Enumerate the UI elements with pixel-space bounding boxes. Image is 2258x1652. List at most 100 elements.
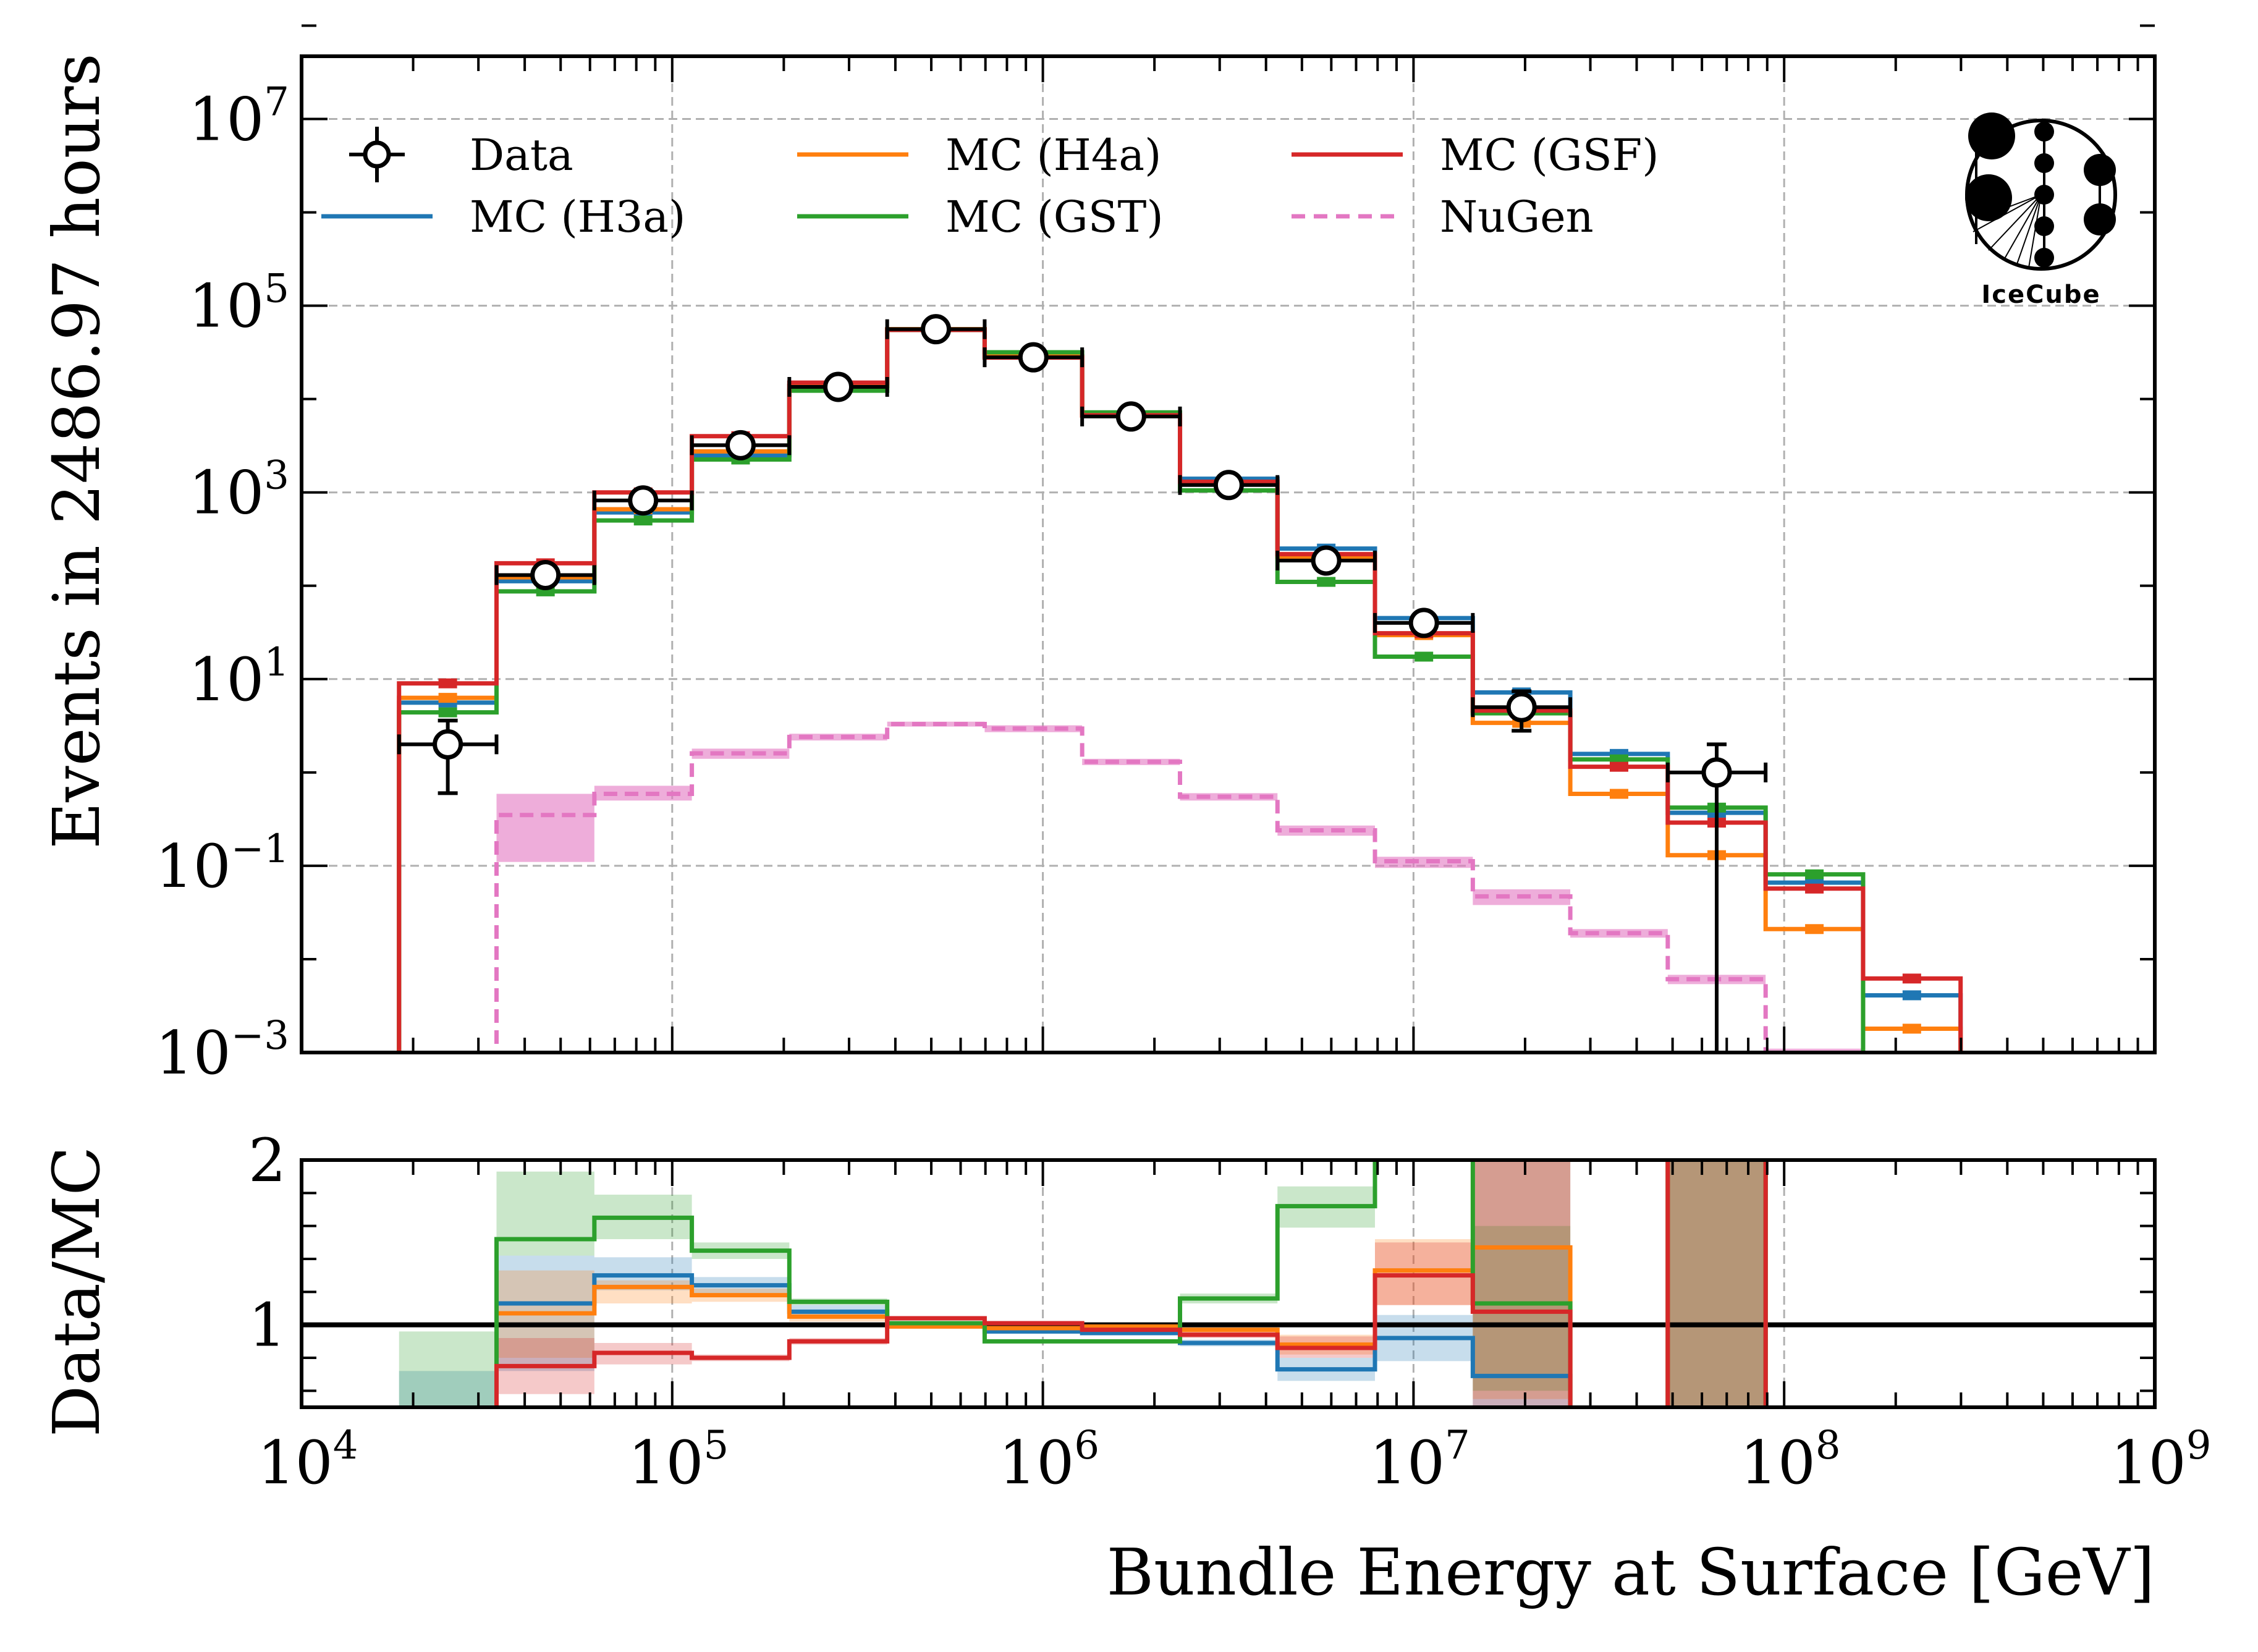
mc-errorbar <box>1805 869 1824 879</box>
mc-errorbar <box>1609 789 1628 799</box>
data-point <box>1471 689 1573 733</box>
mc-line-mcgsf <box>397 328 1963 1053</box>
data-point <box>1665 742 1768 1053</box>
data-point <box>1178 470 1280 501</box>
main-axes-frame <box>300 54 2157 1054</box>
ratio-band <box>1473 1160 1571 1407</box>
y-tick-label-base: 10 <box>188 85 264 155</box>
data-point <box>397 718 499 795</box>
y-tick-label: 10−1 <box>156 826 290 901</box>
data-marker <box>1213 470 1244 501</box>
ratio-band <box>399 1371 497 1407</box>
x-tick-label: 104 <box>258 1423 358 1497</box>
nugen-band <box>1277 825 1376 836</box>
main-plot-area <box>397 314 1963 1053</box>
mc-errorbar <box>1805 883 1824 894</box>
nugen-band <box>789 734 887 741</box>
mc-errorbar <box>1902 973 1921 984</box>
data-marker <box>725 430 756 460</box>
y-tick-label-base: 10 <box>156 1019 231 1088</box>
axes <box>300 24 2157 1409</box>
data-marker <box>433 729 463 760</box>
data-point <box>885 314 987 345</box>
icecube-logo: IceCube <box>1965 112 2117 309</box>
mc-errorbar <box>1317 577 1336 587</box>
data-marker <box>921 314 952 345</box>
y-tick-label-exp: 3 <box>264 453 289 499</box>
data-point <box>1080 401 1182 432</box>
legend-marker <box>363 140 391 169</box>
data-point <box>1373 608 1475 638</box>
legend-label: Data <box>470 130 573 180</box>
x-tick-label-exp: 6 <box>1074 1423 1099 1468</box>
nugen-band <box>496 794 594 862</box>
y-tick-label-exp: 5 <box>264 266 289 312</box>
ratio-band <box>1667 1160 1766 1407</box>
ratio-tick-label: 2 <box>248 1126 286 1195</box>
data-point <box>494 560 596 591</box>
x-tick-label-base: 10 <box>1740 1428 1816 1497</box>
data-marker <box>823 371 854 402</box>
legend-item: MC (GSF) <box>1292 130 1659 180</box>
ratio-band <box>1473 1226 1571 1391</box>
x-tick-label-exp: 8 <box>1816 1423 1841 1468</box>
ratio-axes-frame <box>300 1158 2157 1409</box>
legend-item: Data <box>349 127 573 182</box>
nugen-band <box>1765 1048 1863 1053</box>
ratio-band <box>399 1331 497 1407</box>
y-tick-label-exp: −1 <box>231 826 289 872</box>
data-marker <box>628 485 659 516</box>
ratio-band <box>1667 1160 1766 1407</box>
y-tick-label: 107 <box>188 80 289 155</box>
x-tick-label-exp: 7 <box>1445 1423 1470 1468</box>
ratio-band <box>1667 1160 1766 1407</box>
y-tick-label: 103 <box>188 453 289 528</box>
y-tick-label-exp: −3 <box>231 1013 289 1059</box>
legend-label: MC (H3a) <box>470 192 685 242</box>
y-tick-label-base: 10 <box>188 459 264 528</box>
legend-item: NuGen <box>1292 192 1594 242</box>
data-marker <box>1115 401 1146 432</box>
x-tick-label-exp: 9 <box>2186 1423 2212 1468</box>
x-tick-label-base: 10 <box>1369 1428 1445 1497</box>
legend-item: MC (H3a) <box>321 192 685 242</box>
mc-errorbar <box>438 693 457 703</box>
y-tick-label: 101 <box>188 640 289 714</box>
nugen-band <box>594 786 692 801</box>
x-tick-label-exp: 4 <box>333 1423 358 1468</box>
x-tick-label-base: 10 <box>999 1428 1074 1497</box>
legend-label: NuGen <box>1440 192 1594 242</box>
mc-errorbar <box>438 707 457 718</box>
data-point <box>787 371 889 402</box>
ratio-band <box>1667 1160 1766 1407</box>
x-tick-label-base: 10 <box>2111 1428 2186 1497</box>
data-marker <box>530 560 561 591</box>
data-point <box>690 430 792 460</box>
x-axis-label: Bundle Energy at Surface [GeV] <box>1107 1535 2155 1610</box>
y-tick-label-exp: 7 <box>264 80 289 125</box>
legend-item: MC (GST) <box>797 192 1164 242</box>
x-tick-label: 106 <box>999 1423 1099 1497</box>
nugen-band <box>984 725 1083 732</box>
y-tick-label-base: 10 <box>188 272 264 341</box>
y-tick-label: 10−3 <box>156 1013 290 1088</box>
x-tick-label: 107 <box>1369 1423 1470 1497</box>
data-point <box>592 485 694 516</box>
ratio-tick-label: 1 <box>248 1291 286 1360</box>
ratio-plot-area <box>302 1160 2155 1407</box>
mc-errorbar <box>1414 651 1434 662</box>
data-point <box>983 342 1085 373</box>
data-marker <box>1018 342 1049 373</box>
legend-label: MC (H4a) <box>945 130 1161 180</box>
nugen-line <box>494 722 1768 1053</box>
ratio-line-mcgsf <box>494 1160 1768 1407</box>
x-tick-label: 109 <box>2111 1423 2212 1497</box>
mc-errorbar <box>438 678 457 688</box>
x-tick-label-exp: 5 <box>704 1423 729 1468</box>
mc-errorbar <box>1902 990 1921 1001</box>
icecube-logo-text: IceCube <box>1981 281 2100 309</box>
y-tick-label-base: 10 <box>156 832 231 901</box>
legend-label: MC (GSF) <box>1440 130 1659 180</box>
